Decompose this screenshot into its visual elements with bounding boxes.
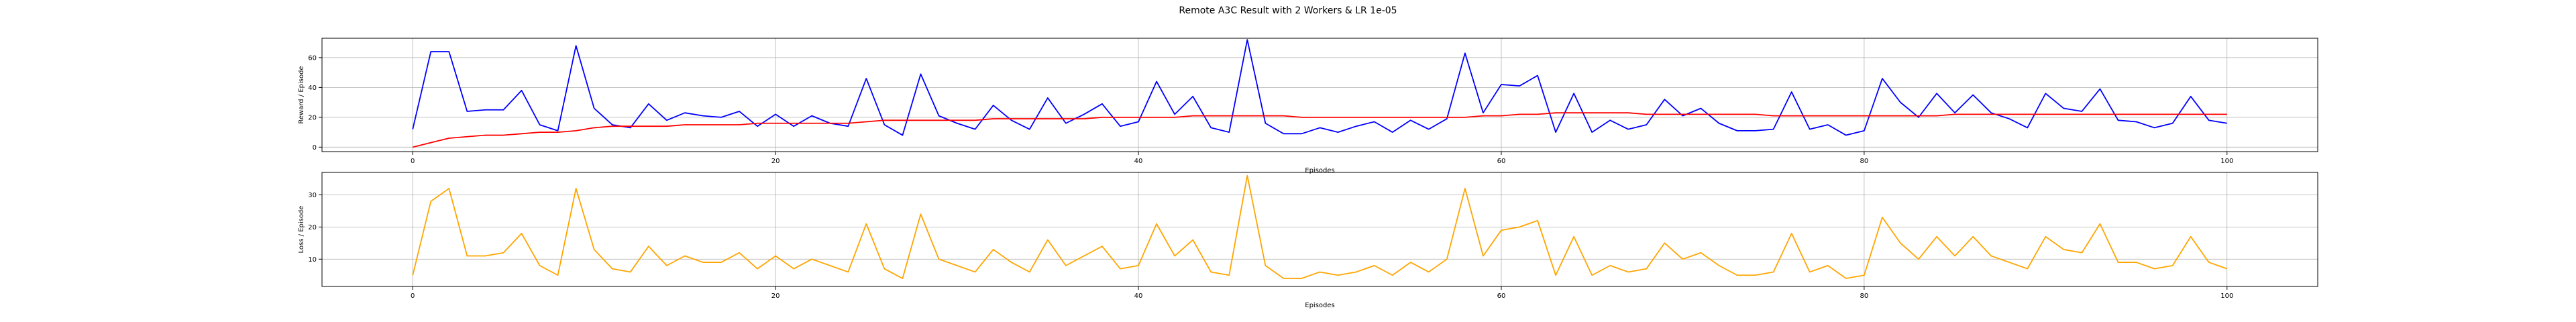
loss-ylabel: Loss / Episode [298,206,305,254]
reward-ylabel: Reward / Episode [298,66,305,123]
reward-ytick-label: 20 [308,114,317,121]
reward-series-0-line [412,39,2227,136]
reward-panel: 0 20 40 60 80 100 0 20 40 60 Episodes Reward / Epis… [298,38,2318,174]
loss-panel: 0 20 40 60 80 100 10 20 30 Episodes Loss / Episode [298,172,2318,309]
reward-ytick-label: 40 [308,85,317,92]
loss-xtick-label: 40 [1134,292,1143,300]
loss-ytick-label: 30 [308,192,317,199]
reward-xlabel: Episodes [1305,167,1334,174]
loss-ytick-label: 20 [308,224,317,231]
reward-xtick-label: 0 [411,158,415,165]
loss-xtick-label: 100 [2220,292,2233,300]
reward-xtick-label: 60 [1497,158,1506,165]
reward-xtick-label: 20 [771,158,780,165]
reward-axes-frame [321,38,2318,152]
reward-ytick-label: 0 [313,144,317,152]
loss-axes-frame [321,172,2318,287]
loss-xtick-label: 60 [1497,292,1506,300]
reward-xtick-label: 80 [1860,158,1868,165]
loss-xtick-label: 20 [771,292,780,300]
reward-xtick-label: 100 [2220,158,2233,165]
loss-series-0-line [412,174,2228,279]
reward-xtick-label: 40 [1134,158,1143,165]
figure-title: Remote A3C Result with 2 Workers & LR 1e… [1179,5,1397,16]
reward-ytick-label: 60 [308,54,317,62]
loss-xtick-label: 0 [411,292,415,300]
loss-xtick-label: 80 [1860,292,1868,300]
loss-ytick-label: 10 [308,256,317,264]
reward-series-1-line [413,112,2227,148]
loss-xlabel: Episodes [1305,302,1334,309]
